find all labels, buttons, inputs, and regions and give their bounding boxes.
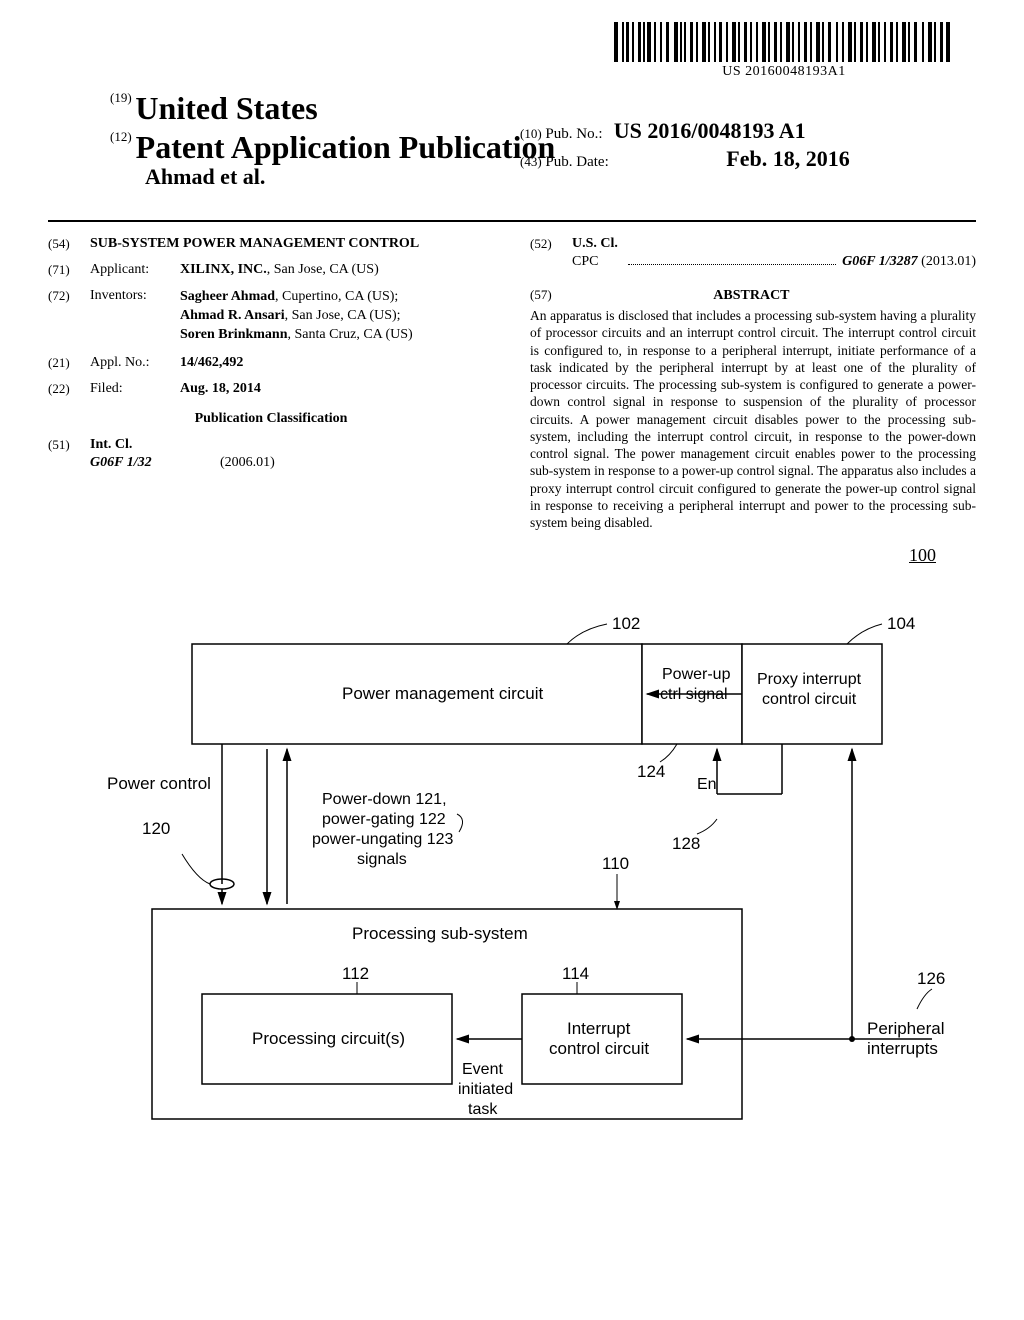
header-kind: Patent Application Publication bbox=[136, 129, 556, 165]
filed-label: Filed: bbox=[90, 381, 180, 397]
uscl-version: (2013.01) bbox=[921, 254, 976, 269]
filed-bold: Aug. 18, 2014 bbox=[180, 381, 261, 396]
pubdate-value: Feb. 18, 2016 bbox=[726, 146, 849, 171]
applicant-value: XILINX, INC., San Jose, CA (US) bbox=[180, 262, 494, 278]
abstract-header: ABSTRACT bbox=[555, 288, 947, 304]
intcl-label: Int. Cl. bbox=[90, 437, 132, 452]
periph-l2: interrupts bbox=[867, 1039, 938, 1058]
field-title: (54) SUB-SYSTEM POWER MANAGEMENT CONTROL bbox=[48, 236, 494, 252]
pubdate-code: (43) bbox=[520, 154, 542, 169]
pub-info: (10) Pub. No.: US 2016/0048193 A1 (43) P… bbox=[520, 118, 850, 174]
classification-header: Publication Classification bbox=[48, 411, 494, 427]
inventor1-loc: , Cupertino, CA (US); bbox=[275, 289, 398, 304]
field-applicant: (71) Applicant: XILINX, INC., San Jose, … bbox=[48, 262, 494, 278]
inventor3-name: Soren Brinkmann bbox=[180, 327, 288, 342]
header-country: United States bbox=[135, 90, 317, 126]
uscl-label: U.S. Cl. bbox=[572, 236, 618, 251]
field-uscl: (52) U.S. Cl. bbox=[530, 236, 976, 252]
right-column: (52) U.S. Cl. CPC G06F 1/3287 (2013.01) … bbox=[530, 236, 976, 531]
intcl-lines: G06F 1/32 (2006.01) bbox=[90, 455, 494, 471]
uscl-dots bbox=[628, 264, 836, 265]
header-code-19: (19) bbox=[110, 90, 132, 105]
pubdate-label: Pub. Date: bbox=[545, 154, 608, 170]
uscl-class: G06F 1/3287 bbox=[842, 254, 918, 269]
header-code-12: (12) bbox=[110, 129, 132, 144]
filed-value: Aug. 18, 2014 bbox=[180, 381, 494, 397]
signals: signals bbox=[357, 851, 407, 868]
ref-114: 114 bbox=[562, 964, 589, 983]
field-filed: (22) Filed: Aug. 18, 2014 bbox=[48, 381, 494, 397]
field-inventors: (72) Inventors: Sagheer Ahmad, Cupertino… bbox=[48, 288, 494, 345]
inventors-value: Sagheer Ahmad, Cupertino, CA (US); Ahmad… bbox=[180, 288, 494, 345]
proxy-l2: control circuit bbox=[762, 691, 857, 708]
intcl-class: G06F 1/32 bbox=[90, 455, 220, 471]
icc-l2: control circuit bbox=[549, 1039, 649, 1058]
barcode-graphic bbox=[614, 22, 954, 62]
proc-label: Processing circuit(s) bbox=[252, 1029, 405, 1048]
pg122: power-gating 122 bbox=[322, 811, 446, 828]
pubno-code: (10) bbox=[520, 126, 542, 141]
inventor2-name: Ahmad R. Ansari bbox=[180, 308, 285, 323]
ref-124: 124 bbox=[637, 762, 665, 781]
event-l1: Event bbox=[462, 1061, 503, 1078]
pubno-value: US 2016/0048193 A1 bbox=[614, 118, 806, 143]
barcode-region: US 20160048193A1 bbox=[614, 22, 954, 80]
intcl-version: (2006.01) bbox=[220, 455, 275, 471]
applicant-label: Applicant: bbox=[90, 262, 180, 278]
ref-110: 110 bbox=[602, 854, 629, 873]
figure-diagram: Power management circuit 102 Power-up ct… bbox=[0, 594, 1024, 1134]
applno-label: Appl. No.: bbox=[90, 355, 180, 371]
header-divider bbox=[48, 220, 976, 222]
abstract-body: An apparatus is disclosed that includes … bbox=[530, 307, 976, 531]
ref-120: 120 bbox=[142, 819, 170, 838]
title-value: SUB-SYSTEM POWER MANAGEMENT CONTROL bbox=[90, 236, 494, 252]
biblio-columns: (54) SUB-SYSTEM POWER MANAGEMENT CONTROL… bbox=[48, 236, 976, 531]
applno-code: (21) bbox=[48, 355, 90, 371]
icc-l1: Interrupt bbox=[567, 1019, 631, 1038]
event-l2: initiated bbox=[458, 1081, 513, 1098]
ref-126: 126 bbox=[917, 969, 945, 988]
en-label: En bbox=[697, 776, 717, 793]
inventors-code: (72) bbox=[48, 288, 90, 345]
applno-bold: 14/462,492 bbox=[180, 355, 243, 370]
pd121: Power-down 121, bbox=[322, 791, 447, 808]
powerctrl-label: Power control bbox=[107, 774, 211, 793]
uscl-line: CPC G06F 1/3287 (2013.01) bbox=[572, 254, 976, 270]
pubno-label: Pub. No.: bbox=[545, 126, 602, 142]
ref-104: 104 bbox=[887, 614, 915, 633]
figure-number: 100 bbox=[0, 545, 936, 566]
field-applno: (21) Appl. No.: 14/462,492 bbox=[48, 355, 494, 371]
uscl-sublabel: CPC bbox=[572, 254, 622, 270]
applicant-name: XILINX, INC. bbox=[180, 262, 267, 277]
left-column: (54) SUB-SYSTEM POWER MANAGEMENT CONTROL… bbox=[48, 236, 494, 531]
uscl-code: (52) bbox=[530, 236, 572, 252]
barcode-text: US 20160048193A1 bbox=[614, 64, 954, 80]
periph-l1: Peripheral bbox=[867, 1019, 945, 1038]
event-l3: task bbox=[468, 1101, 498, 1118]
inventor1-name: Sagheer Ahmad bbox=[180, 289, 275, 304]
inventor2-loc: , San Jose, CA (US); bbox=[285, 308, 401, 323]
intcl-code: (51) bbox=[48, 437, 90, 453]
powerup-l1: Power-up bbox=[662, 666, 731, 683]
inventor3-loc: , Santa Cruz, CA (US) bbox=[288, 327, 413, 342]
ref-112: 112 bbox=[342, 964, 369, 983]
pu123: power-ungating 123 bbox=[312, 831, 454, 848]
inventors-label: Inventors: bbox=[90, 288, 180, 345]
subsystem-label: Processing sub-system bbox=[352, 924, 528, 943]
filed-code: (22) bbox=[48, 381, 90, 397]
abstract-code: (57) bbox=[530, 287, 552, 302]
ref-102: 102 bbox=[612, 614, 640, 633]
ref-128: 128 bbox=[672, 834, 700, 853]
proxy-l1: Proxy interrupt bbox=[757, 671, 862, 688]
field-intcl: (51) Int. Cl. bbox=[48, 437, 494, 453]
pmc-label: Power management circuit bbox=[342, 684, 544, 703]
applno-value: 14/462,492 bbox=[180, 355, 494, 371]
applicant-code: (71) bbox=[48, 262, 90, 278]
title-code: (54) bbox=[48, 236, 90, 252]
